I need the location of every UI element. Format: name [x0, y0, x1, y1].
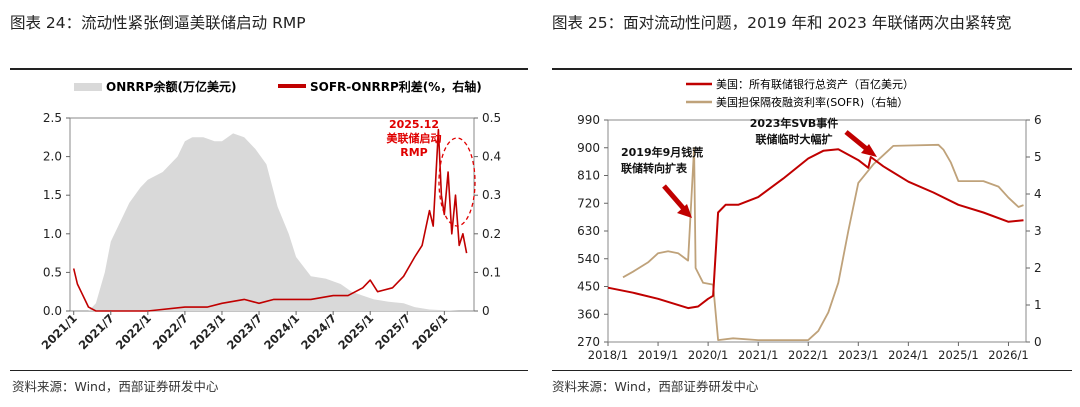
- annotation-2023-line: 2023年SVB事件: [750, 116, 838, 130]
- y-left-tick-label: 630: [577, 224, 600, 238]
- annotation-2019-line: 联储转向扩表: [621, 161, 688, 175]
- x-tick-label: 2023/1: [838, 348, 878, 362]
- legend-left: ONRRP余额(万亿美元) SOFR-ONRRP利差(%，右轴): [74, 79, 482, 94]
- annotation-arrow-2023-shaft: [844, 130, 870, 152]
- legend-label-onrrp: ONRRP余额(万亿美元): [106, 79, 237, 94]
- y-left-tick-label: 270: [577, 335, 600, 349]
- y-right-tick-label: 0: [482, 304, 490, 318]
- y-left-tick-label: 810: [577, 169, 600, 183]
- area-onrrp: [73, 133, 460, 311]
- annotation-rmp-line: 美联储启动: [387, 131, 442, 145]
- title-rule-left: [10, 68, 528, 70]
- x-tick-label: 2026/1: [409, 311, 450, 352]
- y-right-tick-label: 2: [1034, 261, 1042, 275]
- y-right-tick-label: 4: [1034, 187, 1042, 201]
- y-right-tick-label: 0.4: [482, 150, 501, 164]
- annotation-ellipse: [438, 137, 476, 227]
- y-left-tick-label: 900: [577, 141, 600, 155]
- y-left-tick-label: 2.5: [43, 111, 62, 125]
- y-left-tick-label: 990: [577, 113, 600, 127]
- x-tick-label: 2020/1: [688, 348, 728, 362]
- x-tick-label: 2024/1: [888, 348, 928, 362]
- legend-label-assets: 美国：所有联储银行总资产（百亿美元）: [716, 77, 914, 91]
- x-tick-label: 2022/1: [788, 348, 828, 362]
- line-sofr: [622, 143, 1024, 341]
- y-left-tick-label: 1.0: [43, 227, 62, 241]
- annotation-arrow-2019-head: [677, 204, 692, 218]
- annotation-arrow-2019-shaft: [662, 184, 686, 211]
- line-fed-assets: [607, 148, 1024, 310]
- annotation-2019-line: 2019年9月钱荒: [621, 145, 703, 159]
- x-tick-label: 2025/1: [938, 348, 978, 362]
- y-left-tick-label: 450: [577, 280, 600, 294]
- x-tick-label: 2024/7: [298, 311, 339, 352]
- y-left-tick-label: 720: [577, 196, 600, 210]
- y-left-tick-label: 2.0: [43, 150, 62, 164]
- title-rule-right: [552, 68, 1072, 70]
- left-panel: 图表 24：流动性紧张倒逼美联储启动 RMP ONRRP余额(万亿美元) SOF…: [10, 14, 528, 394]
- chart-right: 美国：所有联储银行总资产（百亿美元） 美国担保隔夜融资利率(SOFR)（右轴） …: [577, 77, 1042, 362]
- legend-right: 美国：所有联储银行总资产（百亿美元） 美国担保隔夜融资利率(SOFR)（右轴）: [686, 77, 914, 109]
- y-left-tick-label: 540: [577, 252, 600, 266]
- source-rule-right: [552, 370, 1072, 371]
- legend-swatch-onrrp: [74, 83, 102, 91]
- x-tick-label: 2022/7: [150, 311, 191, 352]
- y-right-tick-label: 0.1: [482, 265, 501, 279]
- y-right-tick-label: 5: [1034, 150, 1042, 164]
- y-right-tick-label: 1: [1034, 298, 1042, 312]
- x-tick-label: 2023/1: [187, 311, 228, 352]
- source-rule-left: [10, 370, 528, 371]
- chart-title-left: 图表 24：流动性紧张倒逼美联储启动 RMP: [10, 14, 306, 32]
- x-tick-label: 2021/1: [738, 348, 778, 362]
- y-left-tick-label: 0.5: [43, 265, 62, 279]
- right-panel: 图表 25：面对流动性问题，2019 年和 2023 年联储两次由紧转宽 美国：…: [546, 0, 1080, 407]
- source-right: 资料来源：Wind，西部证券研发中心: [552, 379, 759, 394]
- annotation-arrow-2023-head: [861, 144, 877, 157]
- x-tick-label: 2025/7: [372, 311, 413, 352]
- annotation-rmp-line: 2025.12: [389, 118, 439, 131]
- y-right-tick-label: 6: [1034, 113, 1042, 127]
- x-tick-label: 2021/7: [76, 311, 117, 352]
- x-tick-label: 2025/1: [335, 311, 376, 352]
- y-right-tick-label: 0: [1034, 335, 1042, 349]
- source-left: 资料来源：Wind，西部证券研发中心: [12, 379, 219, 394]
- annotation-rmp-line: RMP: [400, 146, 427, 159]
- chart-left: ONRRP余额(万亿美元) SOFR-ONRRP利差(%，右轴) 0.0 0.5 1…: [39, 79, 501, 352]
- chart-title-right: 图表 25：面对流动性问题，2019 年和 2023 年联储两次由紧转宽: [552, 14, 1012, 32]
- x-tick-label: 2022/1: [113, 311, 154, 352]
- x-tick-label: 2023/7: [224, 311, 265, 352]
- x-tick-label: 2026/1: [988, 348, 1028, 362]
- line-sofr-onrrp: [72, 128, 468, 312]
- legend-swatch-spread: [278, 84, 306, 88]
- x-tick-label: 2024/1: [261, 311, 302, 352]
- x-tick-label: 2019/1: [638, 348, 678, 362]
- y-right-tick-label: 0.5: [482, 111, 501, 125]
- y-left-tick-label: 360: [577, 307, 600, 321]
- x-tick-label: 2018/1: [588, 348, 628, 362]
- y-right-tick-label: 3: [1034, 224, 1042, 238]
- legend-label-sofr: 美国担保隔夜融资利率(SOFR)（右轴）: [716, 95, 908, 109]
- y-left-tick-label: 1.5: [43, 188, 62, 202]
- y-right-tick-label: 0.2: [482, 227, 501, 241]
- y-left-tick-label: 0.0: [43, 304, 62, 318]
- y-right-tick-label: 0.3: [482, 188, 501, 202]
- legend-label-spread: SOFR-ONRRP利差(%，右轴): [310, 79, 482, 94]
- annotation-2023-line: 联储临时大幅扩: [756, 132, 833, 146]
